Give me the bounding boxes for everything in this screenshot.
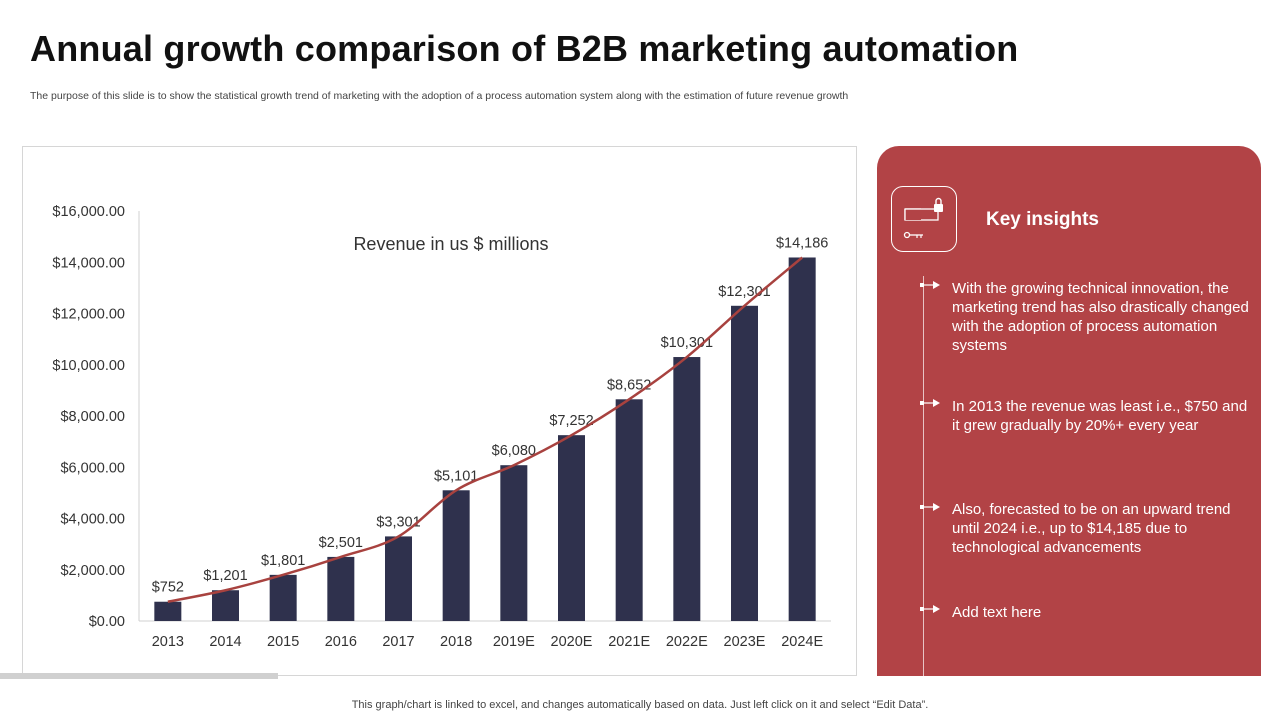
- bar[interactable]: [154, 601, 182, 621]
- page-title: Annual growth comparison of B2B marketin…: [30, 28, 1019, 69]
- timeline-line: [923, 276, 924, 676]
- bar[interactable]: [788, 257, 816, 621]
- arrow-icon: [920, 399, 940, 407]
- x-tick-label: 2019E: [493, 634, 535, 650]
- insight-item-1: With the growing technical innovation, t…: [952, 280, 1249, 354]
- key-insights-title: Key insights: [986, 209, 1099, 230]
- data-label: $2,501: [319, 535, 363, 551]
- key-insights-panel: Key insights With the growing technical …: [877, 146, 1261, 676]
- y-tick-label: $14,000.00: [52, 255, 125, 271]
- bar[interactable]: [442, 490, 470, 621]
- data-label: $6,080: [492, 443, 536, 459]
- x-tick-label: 2016: [325, 634, 357, 650]
- x-tick-label: 2014: [209, 634, 241, 650]
- chart-title: Revenue in us $ millions: [353, 234, 548, 254]
- data-label: $10,301: [661, 335, 713, 351]
- data-label: $752: [152, 580, 184, 596]
- chart-container[interactable]: Revenue in us $ millions $0.00 $2,000.00 $…: [22, 146, 857, 676]
- data-label: $1,201: [203, 568, 247, 584]
- x-tick-label: 2017: [382, 634, 414, 650]
- x-tick-label: 2022E: [666, 634, 708, 650]
- footer-note: This graph/chart is linked to excel, and…: [351, 699, 929, 711]
- y-tick-label: $2,000.00: [60, 563, 125, 579]
- x-tick-label: 2024E: [781, 634, 823, 650]
- data-label: $7,252: [549, 413, 593, 429]
- horizontal-scrollbar[interactable]: [0, 673, 278, 679]
- arrow-icon: [920, 281, 940, 289]
- bar[interactable]: [212, 590, 239, 621]
- y-tick-label: $12,000.00: [52, 307, 125, 323]
- bar[interactable]: [731, 305, 758, 621]
- y-tick-label: $8,000.00: [60, 409, 125, 425]
- arrow-icon: [920, 503, 940, 511]
- bar[interactable]: [500, 465, 528, 621]
- insight-item-2: In 2013 the revenue was least i.e., $750…: [952, 398, 1248, 434]
- data-label: $5,101: [434, 468, 478, 484]
- page-subtitle: The purpose of this slide is to show the…: [30, 90, 849, 102]
- bar[interactable]: [269, 574, 297, 621]
- bar[interactable]: [385, 536, 412, 621]
- bar[interactable]: [615, 399, 643, 621]
- lock-key-icon: [891, 186, 957, 252]
- trend-line: [167, 256, 803, 603]
- y-tick-label: $0.00: [89, 614, 125, 630]
- y-tick-label: $16,000.00: [52, 204, 125, 220]
- bar[interactable]: [327, 556, 355, 621]
- insight-item-4[interactable]: Add text here: [952, 604, 1042, 621]
- y-tick-label: $10,000.00: [52, 358, 125, 374]
- x-tick-label: 2018: [440, 634, 472, 650]
- x-tick-label: 2021E: [608, 634, 650, 650]
- revenue-bar-chart[interactable]: Revenue in us $ millions $0.00 $2,000.00 $…: [23, 147, 858, 677]
- data-label: $14,186: [776, 235, 828, 251]
- y-tick-label: $6,000.00: [60, 460, 125, 476]
- x-tick-label: 2015: [267, 634, 299, 650]
- y-tick-label: $4,000.00: [60, 512, 125, 528]
- x-tick-label: 2020E: [551, 634, 593, 650]
- arrow-icon: [920, 605, 940, 613]
- data-label: $8,652: [607, 377, 651, 393]
- bar[interactable]: [558, 435, 585, 621]
- data-label: $3,301: [376, 514, 420, 530]
- insight-item-3: Also, forecasted to be on an upward tren…: [952, 501, 1231, 556]
- bar[interactable]: [673, 357, 701, 621]
- x-tick-label: 2013: [152, 634, 184, 650]
- data-label: $1,801: [261, 553, 305, 569]
- x-tick-label: 2023E: [724, 634, 766, 650]
